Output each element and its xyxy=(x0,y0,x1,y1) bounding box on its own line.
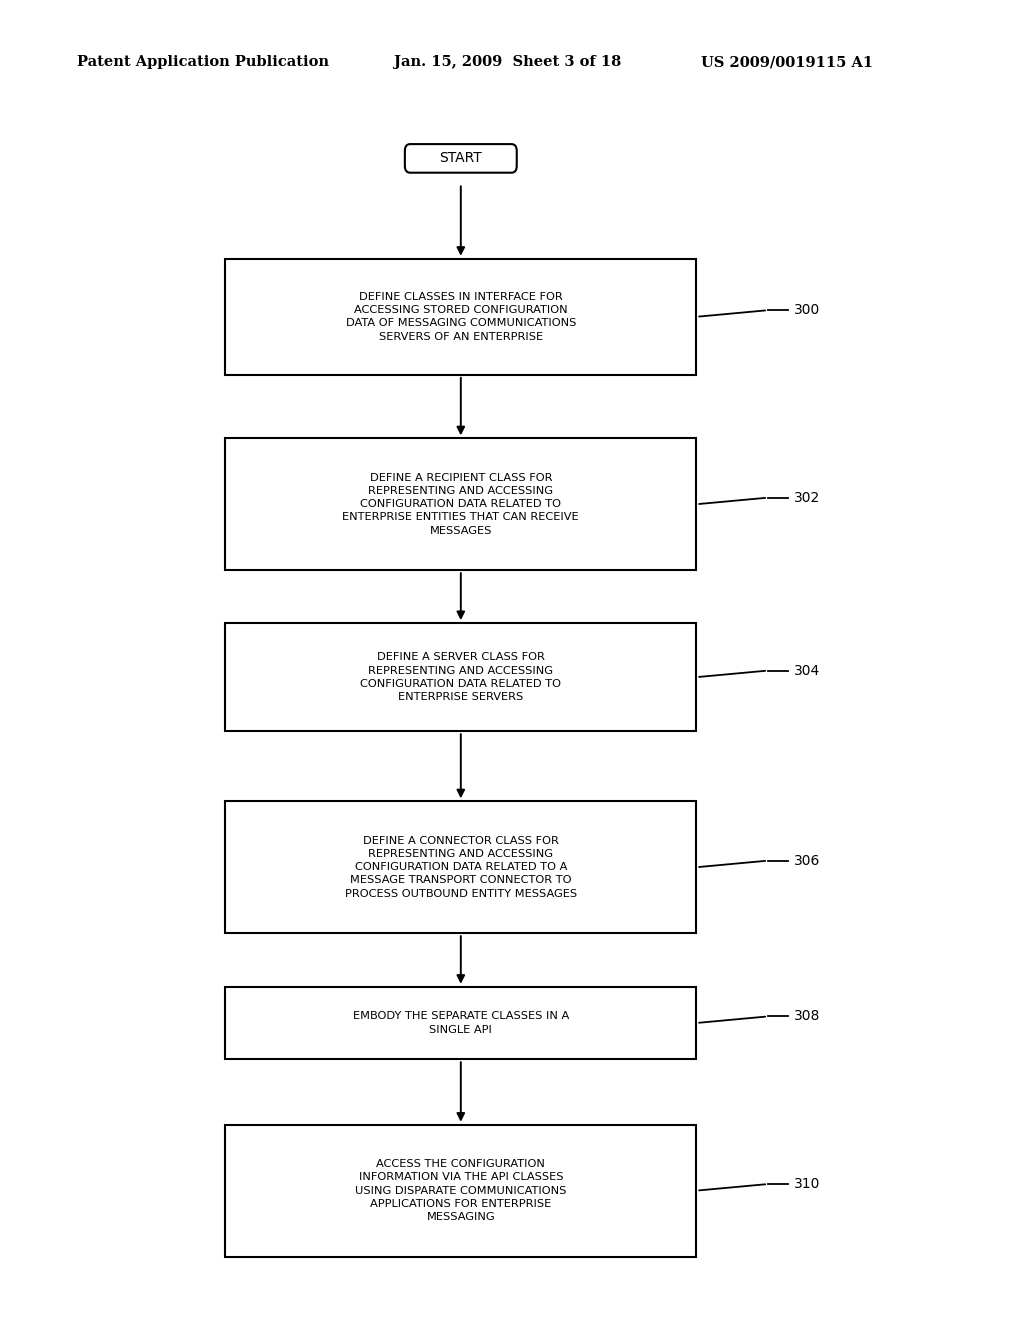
FancyBboxPatch shape xyxy=(225,801,696,933)
Text: START: START xyxy=(439,152,482,165)
FancyBboxPatch shape xyxy=(225,259,696,375)
FancyBboxPatch shape xyxy=(225,438,696,570)
FancyBboxPatch shape xyxy=(404,144,517,173)
FancyBboxPatch shape xyxy=(225,623,696,731)
Text: ACCESS THE CONFIGURATION
INFORMATION VIA THE API CLASSES
USING DISPARATE COMMUNI: ACCESS THE CONFIGURATION INFORMATION VIA… xyxy=(355,1159,566,1222)
FancyBboxPatch shape xyxy=(225,987,696,1059)
Text: 306: 306 xyxy=(794,854,820,867)
Text: DEFINE A SERVER CLASS FOR
REPRESENTING AND ACCESSING
CONFIGURATION DATA RELATED : DEFINE A SERVER CLASS FOR REPRESENTING A… xyxy=(360,652,561,702)
Text: 308: 308 xyxy=(794,1010,820,1023)
Text: Patent Application Publication: Patent Application Publication xyxy=(77,55,329,69)
Text: DEFINE CLASSES IN INTERFACE FOR
ACCESSING STORED CONFIGURATION
DATA OF MESSAGING: DEFINE CLASSES IN INTERFACE FOR ACCESSIN… xyxy=(346,292,575,342)
Text: 310: 310 xyxy=(794,1177,820,1191)
Text: DEFINE A CONNECTOR CLASS FOR
REPRESENTING AND ACCESSING
CONFIGURATION DATA RELAT: DEFINE A CONNECTOR CLASS FOR REPRESENTIN… xyxy=(345,836,577,899)
FancyBboxPatch shape xyxy=(225,1125,696,1257)
Text: 300: 300 xyxy=(794,304,820,317)
Text: DEFINE A RECIPIENT CLASS FOR
REPRESENTING AND ACCESSING
CONFIGURATION DATA RELAT: DEFINE A RECIPIENT CLASS FOR REPRESENTIN… xyxy=(342,473,580,536)
Text: 302: 302 xyxy=(794,491,820,504)
Text: Jan. 15, 2009  Sheet 3 of 18: Jan. 15, 2009 Sheet 3 of 18 xyxy=(394,55,622,69)
Text: EMBODY THE SEPARATE CLASSES IN A
SINGLE API: EMBODY THE SEPARATE CLASSES IN A SINGLE … xyxy=(352,1011,569,1035)
Text: 304: 304 xyxy=(794,664,820,677)
Text: US 2009/0019115 A1: US 2009/0019115 A1 xyxy=(701,55,873,69)
